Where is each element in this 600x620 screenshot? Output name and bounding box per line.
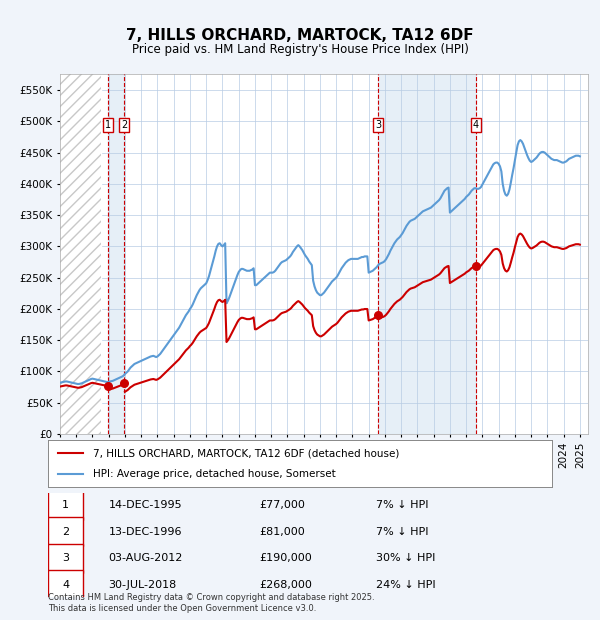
Point (373, 310, 383, 320)
Text: 2: 2 (62, 527, 69, 537)
Text: 7% ↓ HPI: 7% ↓ HPI (376, 500, 428, 510)
Text: 4: 4 (62, 580, 69, 590)
Polygon shape (60, 74, 101, 434)
FancyBboxPatch shape (48, 570, 83, 599)
Text: 1: 1 (62, 500, 69, 510)
Point (119, 378, 129, 388)
FancyBboxPatch shape (48, 544, 83, 573)
Text: Price paid vs. HM Land Registry's House Price Index (HPI): Price paid vs. HM Land Registry's House … (131, 43, 469, 56)
Text: 03-AUG-2012: 03-AUG-2012 (109, 553, 183, 563)
Text: 3: 3 (375, 120, 381, 130)
Text: 7% ↓ HPI: 7% ↓ HPI (376, 527, 428, 537)
Text: £268,000: £268,000 (260, 580, 313, 590)
Text: 13-DEC-1996: 13-DEC-1996 (109, 527, 182, 537)
Text: 4: 4 (473, 120, 479, 130)
Text: 2: 2 (121, 120, 127, 130)
Text: 3: 3 (62, 553, 69, 563)
Bar (108, 74, 124, 434)
Text: 7, HILLS ORCHARD, MARTOCK, TA12 6DF (detached house): 7, HILLS ORCHARD, MARTOCK, TA12 6DF (det… (94, 448, 400, 458)
Text: Contains HM Land Registry data © Crown copyright and database right 2025.
This d: Contains HM Land Registry data © Crown c… (48, 593, 374, 613)
Text: 7, HILLS ORCHARD, MARTOCK, TA12 6DF: 7, HILLS ORCHARD, MARTOCK, TA12 6DF (126, 28, 474, 43)
Bar (378, 74, 476, 434)
Text: 30-JUL-2018: 30-JUL-2018 (109, 580, 177, 590)
Text: 14-DEC-1995: 14-DEC-1995 (109, 500, 182, 510)
Text: £81,000: £81,000 (260, 527, 305, 537)
Text: 30% ↓ HPI: 30% ↓ HPI (376, 553, 435, 563)
Text: 1: 1 (105, 120, 111, 130)
Point (471, 262, 481, 272)
Point (103, 381, 113, 391)
Text: 24% ↓ HPI: 24% ↓ HPI (376, 580, 435, 590)
FancyBboxPatch shape (48, 517, 83, 546)
Text: HPI: Average price, detached house, Somerset: HPI: Average price, detached house, Some… (94, 469, 336, 479)
FancyBboxPatch shape (48, 491, 83, 520)
Text: £77,000: £77,000 (260, 500, 305, 510)
Text: £190,000: £190,000 (260, 553, 313, 563)
